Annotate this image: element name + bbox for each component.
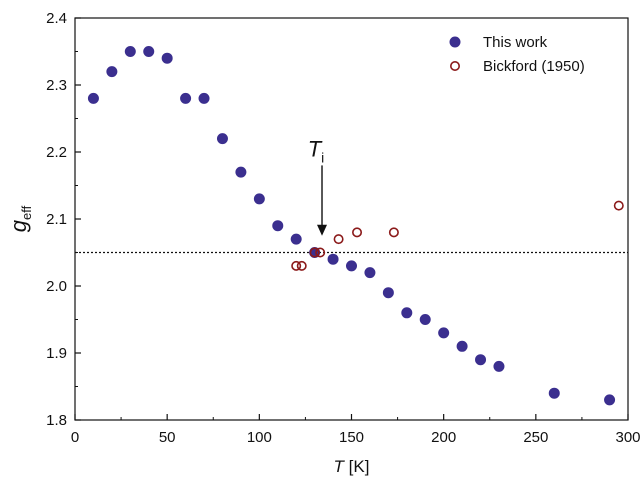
x-tick-label: 200 <box>431 429 456 446</box>
y-axis-label-symbol: g <box>6 219 31 232</box>
data-point <box>493 360 505 372</box>
series-1 <box>291 200 624 271</box>
data-point <box>333 234 344 245</box>
data-point <box>604 394 616 406</box>
y-axis-label: geff <box>6 205 34 232</box>
y-tick-label: 2.2 <box>46 144 67 161</box>
data-point <box>216 133 228 145</box>
data-point <box>198 92 210 104</box>
data-point <box>382 287 394 299</box>
legend-marker <box>449 60 460 71</box>
data-point <box>327 253 339 265</box>
y-tick-label: 2.0 <box>46 278 67 295</box>
y-axis-label-subscript: eff <box>19 205 34 220</box>
data-point <box>388 227 399 238</box>
x-axis-label: T [K] <box>334 457 370 476</box>
x-tick-label: 100 <box>247 429 272 446</box>
data-point <box>296 260 307 271</box>
x-tick-label: 150 <box>339 429 364 446</box>
data-point <box>290 233 302 245</box>
data-point <box>475 354 487 366</box>
legend-label: This work <box>483 34 548 51</box>
annotation-label: Ti <box>308 136 325 165</box>
data-points-layer <box>87 46 624 406</box>
x-tick-label: 250 <box>523 429 548 446</box>
y-tick-label: 1.9 <box>46 345 67 362</box>
data-point <box>456 340 468 352</box>
data-point <box>419 314 431 325</box>
data-point <box>161 52 173 64</box>
data-point <box>253 193 265 205</box>
plot-frame <box>74 17 629 421</box>
data-point <box>124 46 136 57</box>
axes-layer: 0 50 100 150 200 250 300 1.8 1.9 2.0 2.1 2.2 2.3 2.4 T… <box>6 10 641 476</box>
x-axis-label-symbol: T <box>334 457 346 476</box>
data-point <box>548 387 560 399</box>
data-point <box>180 92 192 104</box>
x-axis-label-unit: [K] <box>344 457 370 476</box>
data-point <box>401 307 413 319</box>
y-tick-label: 2.1 <box>46 211 67 228</box>
y-tick-label: 2.4 <box>46 10 67 27</box>
data-point <box>352 227 363 238</box>
legend-marker <box>449 36 461 48</box>
data-point <box>309 247 320 258</box>
data-point <box>364 267 376 279</box>
series-0 <box>87 46 616 406</box>
legend-label: Bickford (1950) <box>483 58 585 75</box>
data-point <box>235 166 247 178</box>
x-tick-label: 50 <box>159 429 176 446</box>
data-point <box>438 327 450 339</box>
data-point <box>315 247 326 258</box>
x-tick-label: 300 <box>615 429 640 446</box>
y-tick-label: 2.3 <box>46 77 67 94</box>
annotation-arrow-head <box>317 224 328 236</box>
data-point <box>106 66 118 78</box>
annotation-label-symbol: T <box>308 136 323 161</box>
y-tick-label: 1.8 <box>46 412 67 429</box>
annotation-label-subscript: i <box>321 149 324 165</box>
data-point <box>291 260 302 271</box>
data-point <box>143 46 155 57</box>
x-tick-label: 0 <box>71 429 79 446</box>
data-point <box>272 220 284 232</box>
data-point <box>613 200 624 211</box>
legend: This work Bickford (1950) <box>449 34 585 75</box>
annotation-layer: Ti <box>308 136 328 236</box>
data-point <box>87 92 99 104</box>
data-point <box>346 260 357 272</box>
